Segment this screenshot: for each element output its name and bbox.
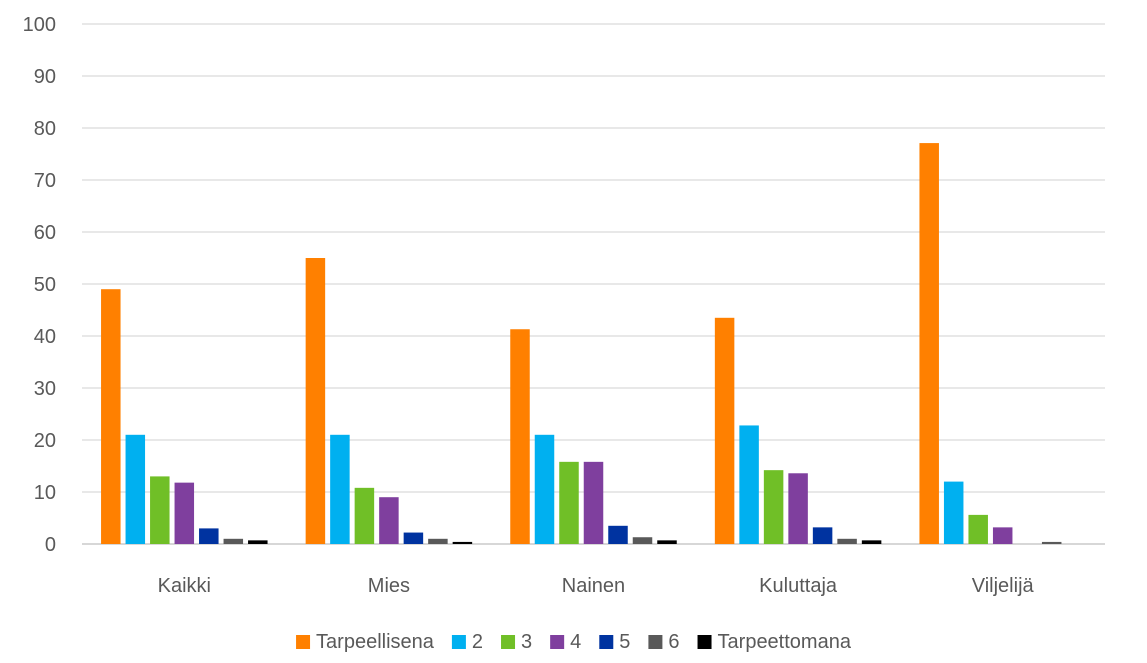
bar bbox=[452, 541, 473, 544]
bar bbox=[510, 329, 530, 544]
bar bbox=[992, 527, 1013, 544]
x-category-label: Viljelijä bbox=[972, 575, 1035, 597]
bar bbox=[305, 258, 326, 544]
legend-swatch bbox=[296, 635, 311, 649]
y-tick-label: 90 bbox=[34, 66, 56, 88]
x-category-label: Mies bbox=[368, 575, 410, 597]
bar bbox=[919, 143, 939, 544]
bar bbox=[861, 540, 882, 544]
legend-swatch bbox=[451, 635, 466, 649]
y-tick-label: 20 bbox=[34, 430, 56, 452]
x-category-label: Kaikki bbox=[158, 575, 211, 597]
y-tick-label: 50 bbox=[34, 274, 56, 296]
bar bbox=[379, 497, 399, 544]
y-tick-label: 70 bbox=[34, 170, 56, 192]
y-tick-label: 80 bbox=[34, 118, 56, 140]
x-axis-categories: Kaikki Mies Nainen Kuluttaja Viljelijä bbox=[158, 575, 1035, 597]
legend-swatch bbox=[501, 635, 516, 649]
legend-label: Tarpeellisena bbox=[316, 631, 435, 653]
bar bbox=[248, 540, 268, 544]
bar bbox=[739, 425, 759, 544]
bar bbox=[559, 461, 579, 544]
legend-label: 5 bbox=[619, 631, 630, 653]
y-tick-label: 30 bbox=[34, 378, 56, 400]
bar bbox=[812, 527, 833, 544]
bar bbox=[150, 476, 170, 544]
legend: Tarpeellisena 2 3 4 5 6 Tarpeettomana bbox=[296, 631, 852, 653]
y-tick-label: 40 bbox=[34, 326, 56, 348]
legend-label: Tarpeettomana bbox=[718, 631, 852, 653]
y-tick-label: 100 bbox=[23, 14, 56, 36]
bar bbox=[583, 461, 604, 544]
y-tick-label: 10 bbox=[34, 482, 56, 504]
bar bbox=[632, 537, 653, 544]
bar bbox=[101, 289, 121, 544]
bar bbox=[657, 540, 677, 544]
bar bbox=[199, 528, 219, 544]
bar bbox=[788, 473, 808, 544]
legend-swatch bbox=[648, 635, 663, 649]
bar bbox=[837, 538, 857, 544]
bar bbox=[223, 538, 244, 544]
bar bbox=[354, 487, 375, 544]
bar bbox=[1041, 541, 1062, 544]
x-category-label: Nainen bbox=[562, 575, 625, 597]
bar bbox=[174, 482, 195, 544]
bar bbox=[763, 470, 784, 544]
bar bbox=[608, 525, 628, 544]
x-category-label: Kuluttaja bbox=[759, 575, 838, 597]
bar bbox=[330, 434, 350, 544]
legend-swatch bbox=[550, 635, 565, 649]
legend-label: 3 bbox=[521, 631, 532, 653]
bar bbox=[125, 434, 146, 544]
bar bbox=[714, 317, 735, 544]
y-tick-label: 60 bbox=[34, 222, 56, 244]
legend-swatch bbox=[599, 635, 614, 649]
legend-label: 6 bbox=[668, 631, 679, 653]
bar bbox=[428, 538, 448, 544]
bar bbox=[943, 481, 964, 544]
bar bbox=[534, 434, 555, 544]
legend-label: 2 bbox=[472, 631, 483, 653]
legend-swatch bbox=[697, 635, 712, 649]
legend-label: 4 bbox=[570, 631, 581, 653]
gridlines bbox=[82, 23, 1105, 545]
bar bbox=[968, 514, 988, 544]
bars bbox=[101, 143, 1062, 544]
y-axis-ticks: 0 10 20 30 40 50 60 70 80 90 100 bbox=[23, 14, 56, 556]
bar bbox=[403, 532, 424, 544]
y-tick-label: 0 bbox=[45, 534, 56, 556]
